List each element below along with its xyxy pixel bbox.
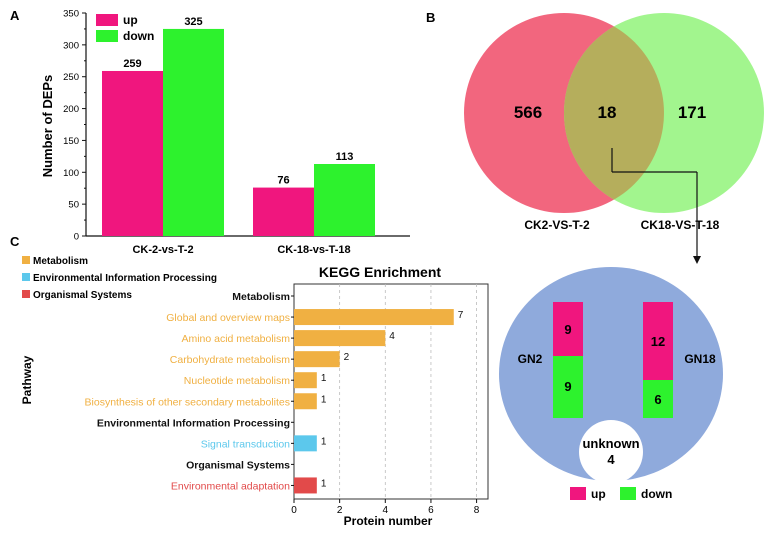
kegg-bar-value-label: 1 (321, 436, 327, 447)
kegg-bar (294, 309, 454, 326)
panel-a-y-tick-label: 200 (63, 104, 79, 115)
venn-overlap (564, 13, 664, 213)
legend-down-swatch (96, 30, 118, 42)
kegg-bar-value-label: 1 (321, 373, 327, 384)
connector-arrow (611, 148, 701, 264)
panel-b-letter: B (426, 10, 435, 25)
panel-a-bar-down (314, 164, 375, 236)
gn18-down-count: 6 (654, 392, 661, 407)
panel-c-kegg-chart: KEGG Enrichment Protein number Pathway 0… (20, 264, 489, 528)
panel-a-bar-value-label: 76 (277, 175, 289, 187)
venn-left-count: 566 (514, 103, 542, 122)
detail-legend-down-label: down (641, 487, 672, 501)
legend-up-label: up (123, 13, 138, 27)
kegg-row-label: Organismal Systems (186, 459, 290, 471)
kegg-row-label: Nucleotide metabolism (184, 375, 290, 387)
venn-right-label: CK18-VS-T-18 (641, 218, 720, 232)
overlap-detail-circle: 9 9 GN2 12 6 GN18 unknown 4 (499, 267, 723, 484)
panel-a-y-tick-label: 50 (68, 200, 79, 211)
panel-a-y-tick-label: 100 (63, 168, 79, 179)
legend-down-label: down (123, 29, 154, 43)
kegg-bar-value-label: 7 (458, 310, 464, 321)
legend-organismal-swatch (22, 290, 30, 298)
kegg-row-label: Signal transduction (201, 438, 290, 450)
kegg-bar (294, 330, 386, 347)
kegg-chart-title: KEGG Enrichment (319, 264, 441, 280)
venn-right-count: 171 (678, 103, 706, 122)
legend-organismal-label: Organismal Systems (33, 290, 132, 301)
kegg-bar-value-label: 1 (321, 394, 327, 405)
legend-env-info-label: Environmental Information Processing (33, 273, 217, 284)
panel-a-y-tick-label: 0 (74, 232, 79, 243)
kegg-y-axis-label: Pathway (20, 355, 34, 404)
gn18-label: GN18 (684, 352, 716, 366)
kegg-bar (294, 372, 317, 389)
panel-a-category-label: CK-2-vs-T-2 (132, 244, 193, 256)
venn-overlap-count: 18 (598, 103, 617, 122)
panel-a-bar-value-label: 259 (123, 58, 141, 70)
kegg-x-tick-label: 2 (337, 505, 343, 516)
kegg-x-tick-label: 8 (474, 505, 480, 516)
kegg-bar-value-label: 2 (344, 352, 350, 363)
panel-a-bar-value-label: 113 (336, 151, 354, 163)
detail-legend-up-swatch (570, 487, 586, 500)
gn2-down-count: 9 (564, 379, 571, 394)
kegg-x-tick-label: 6 (428, 505, 434, 516)
gn2-up-count: 9 (564, 322, 571, 337)
panel-c-letter: C (10, 234, 20, 249)
gn2-down-bar (553, 356, 583, 418)
kegg-x-tick-label: 0 (291, 505, 297, 516)
panel-a-y-tick-label: 250 (63, 72, 79, 83)
gn18-up-bar (643, 302, 673, 380)
panel-c-legend: Metabolism Environmental Information Pro… (22, 256, 217, 301)
panel-a-bar-value-label: 325 (184, 16, 202, 28)
panel-a-y-tick-label: 300 (63, 40, 79, 51)
panel-a-bar-up (253, 187, 314, 236)
kegg-x-tick-label: 4 (383, 505, 389, 516)
panel-a-bar-chart: Number of DEPs up down 0 50 100 150 200 250 30… (40, 9, 410, 256)
unknown-count: 4 (607, 452, 615, 467)
panel-a-y-tick-label: 350 (63, 9, 79, 20)
kegg-x-axis-label: Protein number (344, 514, 433, 528)
kegg-row-label: Carbohydrate metabolism (170, 354, 290, 366)
kegg-bar (294, 435, 317, 452)
panel-a-y-tick-label: 150 (63, 136, 79, 147)
kegg-row-label: Metabolism (232, 291, 290, 303)
kegg-row-label: Environmental Information Processing (97, 417, 290, 429)
legend-metabolism-label: Metabolism (33, 256, 88, 267)
kegg-bar (294, 351, 340, 368)
gn2-label: GN2 (518, 352, 543, 366)
kegg-bar (294, 477, 317, 494)
kegg-row-label: Biosynthesis of other secondary metaboli… (85, 396, 290, 408)
kegg-bar (294, 393, 317, 410)
kegg-bar-value-label: 1 (321, 478, 327, 489)
kegg-plot-frame (293, 283, 489, 500)
kegg-bar-value-label: 4 (389, 331, 395, 342)
panel-a-bar-down (163, 28, 224, 236)
panel-a-y-axis-label: Number of DEPs (40, 75, 55, 178)
legend-up-swatch (96, 14, 118, 26)
kegg-row-label: Global and overview maps (166, 312, 290, 324)
venn-left-label: CK2-VS-T-2 (524, 218, 590, 232)
unknown-circle (579, 420, 643, 484)
panel-a-bar-up (102, 70, 163, 236)
kegg-row-label: Amino acid metabolism (181, 333, 290, 345)
legend-env-info-swatch (22, 273, 30, 281)
detail-legend-up-label: up (591, 487, 606, 501)
unknown-label: unknown (582, 436, 639, 451)
kegg-row-label: Environmental adaptation (171, 480, 290, 492)
detail-legend-down-swatch (620, 487, 636, 500)
panel-a-letter: A (10, 8, 20, 23)
gn18-down-bar (643, 380, 673, 418)
venn-diagram: 566 18 171 CK2-VS-T-2 CK18-VS-T-18 (464, 13, 764, 232)
gn2-up-bar (553, 302, 583, 356)
legend-metabolism-swatch (22, 256, 30, 264)
panel-a-category-label: CK-18-vs-T-18 (277, 244, 350, 256)
gn18-up-count: 12 (651, 334, 665, 349)
